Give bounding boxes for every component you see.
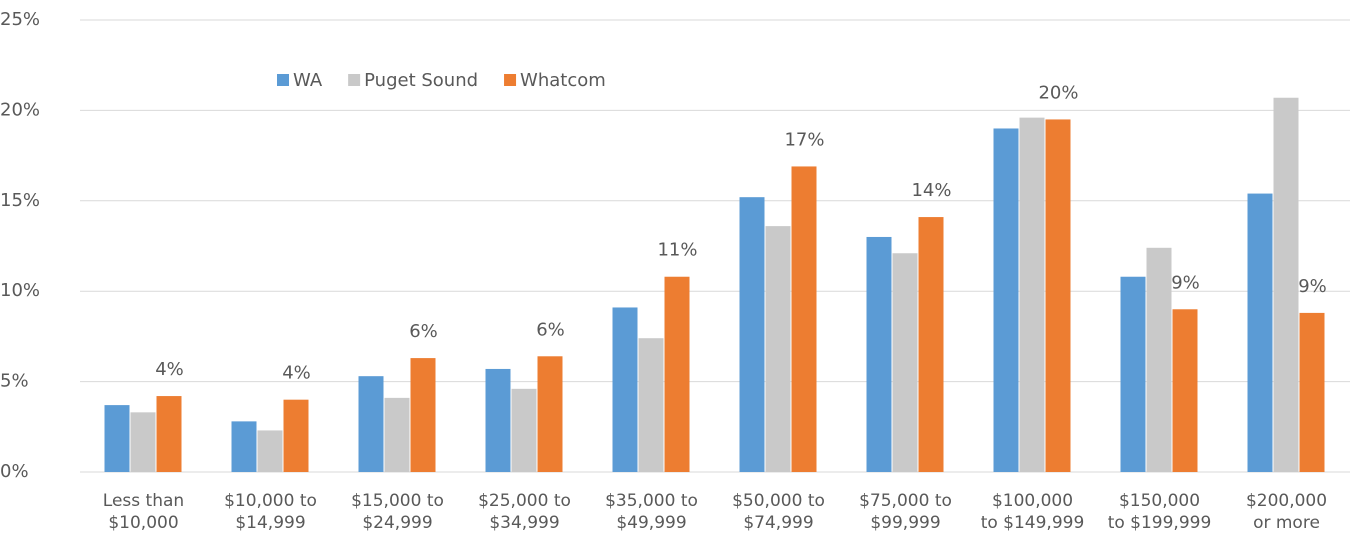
bar	[638, 338, 664, 472]
bar	[664, 276, 690, 472]
y-tick-label: 5%	[0, 371, 29, 392]
bar	[1172, 309, 1198, 472]
x-tick-label: $15,000 to $24,999	[351, 491, 444, 533]
legend-label: WA	[293, 70, 323, 91]
legend-swatch	[277, 74, 289, 86]
bar	[1146, 247, 1172, 472]
x-tick-label: Less than $10,000	[102, 491, 185, 533]
bar	[993, 128, 1019, 473]
x-tick-label: $10,000 to $14,999	[224, 491, 317, 533]
x-tick-label: $75,000 to $99,999	[859, 491, 952, 533]
bar	[1019, 117, 1045, 472]
bar	[892, 253, 918, 472]
data-label: 14%	[911, 180, 951, 201]
bar	[612, 307, 638, 472]
legend-label: Puget Sound	[364, 70, 478, 91]
bar	[511, 388, 537, 472]
legend-label: Whatcom	[520, 70, 606, 91]
bar	[1120, 276, 1146, 472]
x-tick-label: $50,000 to $74,999	[732, 491, 825, 533]
bar	[765, 226, 791, 472]
bar	[918, 217, 944, 472]
x-tick-label: $25,000 to $34,999	[478, 491, 571, 533]
bar	[485, 368, 511, 472]
bar	[791, 166, 817, 472]
data-label: 6%	[536, 319, 565, 340]
bar	[410, 358, 436, 472]
bar	[156, 396, 182, 472]
y-tick-label: 20%	[0, 99, 40, 120]
bar	[104, 405, 130, 472]
data-label: 4%	[155, 359, 184, 380]
bar	[283, 399, 309, 472]
data-label: 20%	[1038, 82, 1078, 103]
x-tick-label: $200,000 or more	[1245, 491, 1328, 533]
data-label: 6%	[409, 321, 438, 342]
data-label: 11%	[657, 240, 697, 261]
bar	[231, 421, 257, 472]
x-tick-label: $150,000 to $199,999	[1107, 491, 1212, 533]
bar	[739, 197, 765, 472]
bar	[130, 412, 156, 472]
bar	[1299, 312, 1325, 472]
bar	[866, 236, 892, 472]
legend-swatch	[348, 74, 361, 86]
bar	[1045, 119, 1071, 472]
bar	[257, 430, 283, 472]
y-tick-label: 0%	[0, 461, 29, 482]
x-tick-label: $100,000 to $149,999	[980, 491, 1085, 533]
bar	[384, 397, 410, 472]
y-tick-label: 10%	[0, 280, 40, 301]
data-label: 17%	[784, 129, 824, 150]
data-label: 9%	[1298, 276, 1327, 297]
bar	[358, 376, 384, 472]
bar	[537, 356, 563, 472]
bar	[1247, 193, 1273, 472]
data-label: 9%	[1171, 272, 1200, 293]
legend-swatch	[504, 74, 517, 86]
data-label: 4%	[282, 363, 311, 384]
bar	[1273, 97, 1299, 472]
y-tick-label: 25%	[0, 9, 40, 30]
x-tick-label: $35,000 to $49,999	[605, 491, 698, 533]
y-tick-label: 15%	[0, 190, 40, 211]
